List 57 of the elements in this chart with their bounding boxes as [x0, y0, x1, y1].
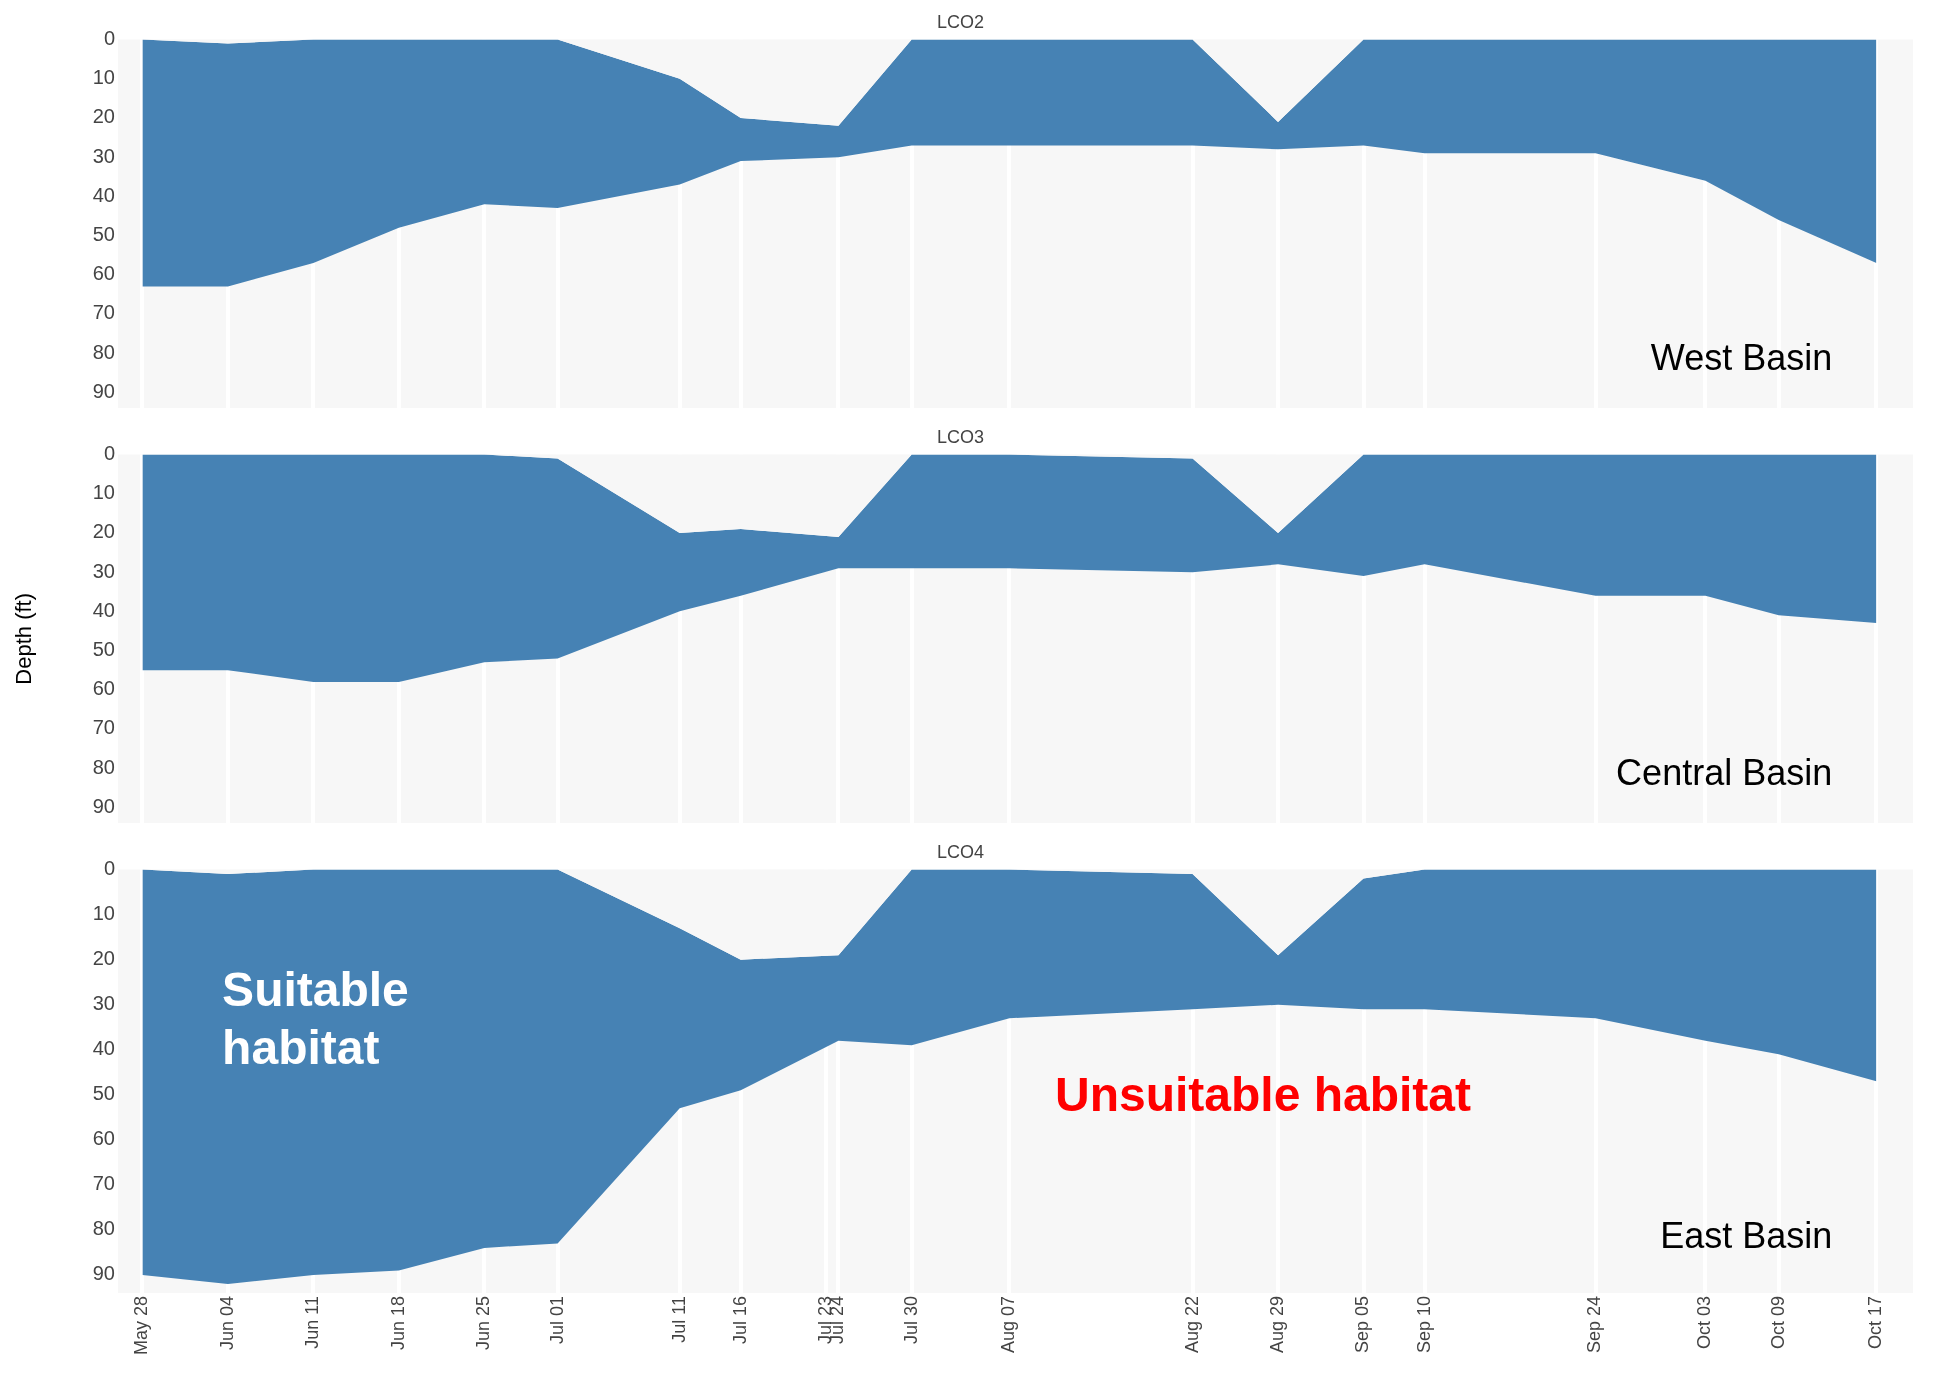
- y-tick-label: 70: [92, 716, 115, 739]
- chart-title: LCO2: [936, 11, 985, 32]
- y-tick-label: 80: [92, 340, 115, 363]
- x-tick-label: Jul 16: [729, 1295, 750, 1345]
- x-tick-label: Sep 05: [1352, 1295, 1373, 1354]
- y-tick-label: 0: [103, 857, 115, 880]
- y-tick-label: 50: [92, 1082, 115, 1105]
- x-tick-label: Aug 22: [1181, 1295, 1202, 1354]
- y-tick-label: 40: [92, 1037, 115, 1060]
- annotation: Unsuitable habitat: [1054, 1068, 1472, 1122]
- x-tick-label: Jul 01: [546, 1295, 567, 1345]
- y-tick-label: 10: [92, 66, 115, 89]
- y-tick-label: 50: [92, 223, 115, 246]
- x-tick-label: Jul 11: [668, 1295, 689, 1343]
- chart-title: LCO3: [936, 426, 985, 447]
- x-tick-label: Jun 18: [387, 1295, 408, 1351]
- y-tick-label: 40: [92, 183, 115, 206]
- y-tick-label: 90: [92, 379, 115, 402]
- y-tick-label: 20: [92, 105, 115, 128]
- annotation: Central Basin: [1616, 752, 1833, 794]
- y-tick-label: 80: [92, 755, 115, 778]
- x-tick-label: Oct 03: [1694, 1295, 1715, 1349]
- y-axis-title: Depth (ft): [11, 592, 37, 685]
- x-tick-label: Oct 17: [1865, 1295, 1886, 1349]
- y-tick-label: 60: [92, 262, 115, 285]
- y-tick-label: 30: [92, 992, 115, 1015]
- chart-title: LCO4: [936, 841, 985, 862]
- y-tick-label: 60: [92, 1127, 115, 1150]
- y-tick-label: 70: [92, 301, 115, 324]
- annotation: East Basin: [1660, 1214, 1833, 1256]
- x-tick-label: Sep 10: [1413, 1295, 1434, 1354]
- y-tick-label: 80: [92, 1217, 115, 1240]
- y-tick-label: 70: [92, 1172, 115, 1195]
- x-tick-label: Aug 07: [998, 1295, 1019, 1354]
- y-tick-label: 0: [103, 442, 115, 465]
- x-tick-label: May 28: [131, 1295, 152, 1355]
- x-tick-label: Jul 30: [900, 1295, 921, 1345]
- y-tick-label: 30: [92, 559, 115, 582]
- annotation: West Basin: [1650, 337, 1833, 379]
- x-tick-label: Aug 29: [1267, 1295, 1287, 1354]
- y-tick-label: 90: [92, 1262, 115, 1285]
- annotation: Suitable habitat: [222, 963, 409, 1075]
- y-tick-label: 10: [92, 902, 115, 925]
- y-tick-label: 0: [103, 27, 115, 50]
- y-tick-label: 60: [92, 677, 115, 700]
- x-tick-label: Jun 25: [473, 1295, 494, 1351]
- y-tick-label: 20: [92, 947, 115, 970]
- x-tick-label: Jun 11: [302, 1295, 323, 1349]
- y-tick-label: 50: [92, 638, 115, 661]
- y-tick-label: 10: [92, 481, 115, 504]
- y-tick-label: 90: [92, 794, 115, 817]
- x-tick-label: Oct 09: [1767, 1295, 1788, 1349]
- x-tick-label: Sep 24: [1584, 1295, 1605, 1354]
- y-tick-label: 20: [92, 520, 115, 543]
- y-tick-label: 40: [92, 598, 115, 621]
- x-tick-label: Jun 04: [216, 1295, 237, 1351]
- y-tick-label: 30: [92, 144, 115, 167]
